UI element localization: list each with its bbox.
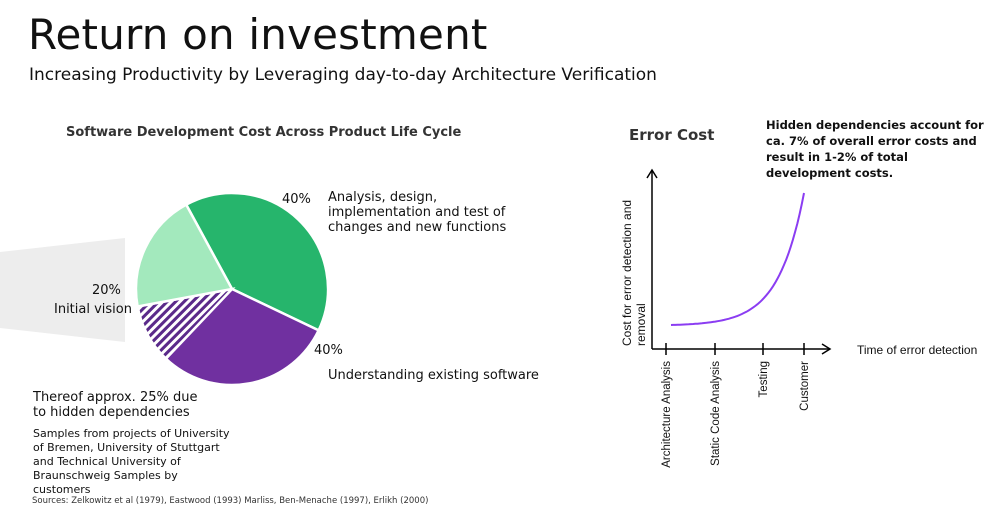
slice-understanding	[164, 287, 321, 387]
slice-vision	[134, 202, 234, 308]
slice-understanding-label: Understanding existing software	[328, 368, 539, 383]
error-cost-curve	[670, 192, 805, 326]
x-axis-arrow	[821, 343, 832, 355]
x-tick-label: Testing	[758, 361, 770, 397]
x-tick-label: Architecture Analysis	[661, 361, 673, 468]
slice-vision-value: 20%	[92, 283, 121, 298]
x-tick-label: Static Code Analysis	[710, 361, 722, 466]
hatch-note: Thereof approx. 25% due to hidden depend…	[33, 390, 198, 420]
x-axis-label: Time of error detection	[857, 343, 977, 357]
y-axis-arrow	[646, 168, 658, 179]
slide-subtitle: Increasing Productivity by Leveraging da…	[29, 65, 657, 85]
slice-vision-label: Initial vision	[54, 302, 132, 317]
grey-callout-shape	[0, 238, 125, 342]
pie-chart	[134, 191, 330, 387]
slide-title: Return on investment	[28, 10, 488, 59]
pie-chart-title: Software Development Cost Across Product…	[66, 125, 462, 140]
y-axis-label: Cost for error detection andremoval	[620, 200, 648, 346]
error-cost-chart: Time of error detection Cost for error de…	[620, 168, 977, 468]
x-tick-label: Customer	[799, 361, 811, 411]
sources-footnote: Sources: Zelkowitz et al (1979), Eastwoo…	[32, 496, 429, 506]
samples-note: Samples from projects of University of B…	[33, 427, 230, 496]
slice-analysis	[184, 191, 330, 332]
slice-understanding-value: 40%	[314, 343, 343, 358]
error-cost-title: Error Cost	[629, 126, 715, 144]
slice-analysis-label: Analysis, design, implementation and tes…	[328, 190, 507, 235]
error-cost-annotation: Hidden dependencies account for ca. 7% o…	[766, 118, 984, 180]
slice-analysis-value: 40%	[282, 192, 311, 207]
